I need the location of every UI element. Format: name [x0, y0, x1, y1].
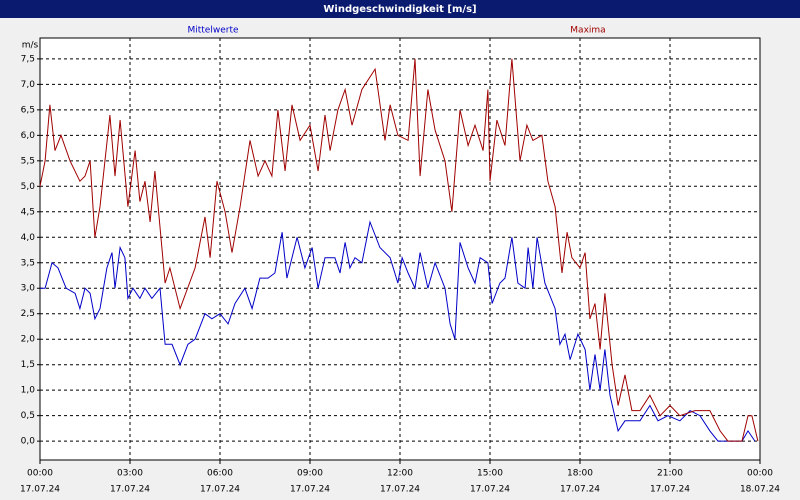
x-tick-label: 00:00	[747, 469, 773, 479]
chart-title: Windgeschwindigkeit [m/s]	[323, 4, 476, 15]
y-tick-label: 5,5	[21, 156, 35, 166]
series-line	[39, 58, 759, 442]
y-tick-label: 2,5	[21, 309, 35, 319]
y-tick-label: 3,5	[21, 258, 35, 268]
x-tick-label: 21:00	[657, 469, 683, 479]
y-tick-label: 1,5	[21, 360, 35, 370]
series-line	[40, 220, 756, 442]
y-axis-label: m/s	[22, 41, 39, 51]
y-tick-label: 1,0	[21, 386, 36, 396]
y-tick-label: 7,0	[21, 80, 36, 90]
y-tick-label: 6,0	[21, 131, 36, 141]
x-tick-date: 17.07.24	[200, 485, 240, 495]
x-tick-date: 17.07.24	[650, 485, 690, 495]
x-tick-date: 17.07.24	[110, 485, 150, 495]
x-tick-date: 17.07.24	[380, 485, 420, 495]
y-tick-label: 4,0	[21, 233, 36, 243]
x-tick-label: 09:00	[297, 469, 323, 479]
legend-entry: Mittelwerte	[187, 26, 238, 36]
y-tick-label: 2,0	[21, 335, 36, 345]
x-tick-label: 00:00	[27, 469, 53, 479]
title-bar	[0, 0, 800, 18]
x-tick-label: 18:00	[567, 469, 593, 479]
x-tick-label: 03:00	[117, 469, 143, 479]
x-tick-date: 18.07.24	[740, 485, 780, 495]
x-tick-label: 12:00	[387, 469, 413, 479]
y-tick-label: 3,0	[21, 284, 36, 294]
y-tick-label: 6,5	[21, 105, 35, 115]
x-tick-label: 15:00	[477, 469, 503, 479]
x-tick-date: 17.07.24	[290, 485, 330, 495]
y-tick-label: 7,5	[21, 54, 35, 64]
x-tick-date: 17.07.24	[560, 485, 600, 495]
y-tick-label: 5,0	[21, 182, 36, 192]
legend-entry: Maxima	[570, 26, 605, 36]
y-tick-label: 0,5	[21, 411, 35, 421]
y-tick-label: 4,5	[21, 207, 35, 217]
x-tick-date: 17.07.24	[20, 485, 60, 495]
x-tick-date: 17.07.24	[470, 485, 510, 495]
x-tick-label: 06:00	[207, 469, 233, 479]
y-tick-label: 0,0	[21, 437, 36, 447]
